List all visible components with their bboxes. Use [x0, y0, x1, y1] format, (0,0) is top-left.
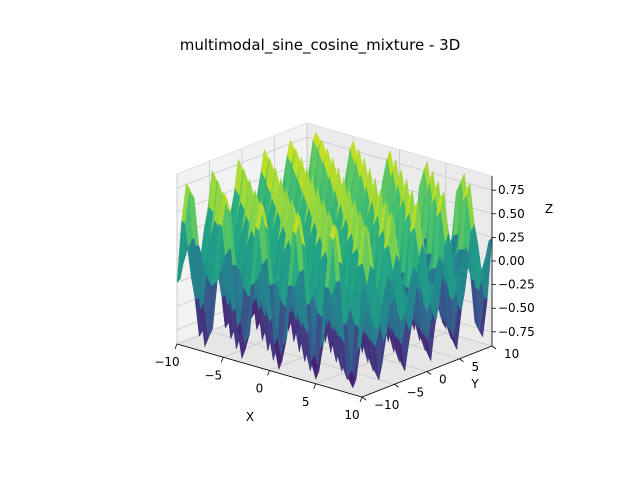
chart-title: multimodal_sine_cosine_mixture - 3D: [180, 36, 461, 55]
y-tick-label: −5: [407, 385, 425, 399]
x-tick-mark: [220, 357, 224, 363]
x-tick-label: −5: [204, 368, 222, 382]
grid-line: [176, 136, 308, 189]
y-tick-label: 5: [472, 360, 480, 374]
y-tick-label: 0: [439, 373, 447, 387]
x-tick-label: −10: [154, 355, 179, 369]
x-tick-mark: [267, 370, 270, 376]
surface-plot: [176, 131, 493, 389]
z-tick-label: −0.25: [498, 278, 535, 292]
z-tick-label: 0.50: [498, 207, 525, 221]
z-axis-label: Z: [545, 202, 553, 216]
x-tick-mark: [174, 343, 178, 350]
y-tick-mark: [394, 383, 399, 388]
x-tick-mark: [313, 383, 317, 389]
x-tick-label: 10: [344, 408, 359, 422]
z-tick-label: −0.50: [498, 301, 535, 315]
z-tick-label: −0.75: [498, 325, 535, 339]
z-tick-label: 0.75: [498, 183, 525, 197]
z-tick-label: 0.25: [498, 230, 525, 244]
tick-labels: −10 −5 0 5 10 −10 −5 0 5 10 −0.75 −0.50 −0.25 0.00 0.2…: [154, 183, 534, 422]
y-tick-label: −10: [374, 398, 399, 412]
x-axis-label: X: [246, 410, 254, 424]
y-tick-mark: [459, 358, 464, 363]
y-axis-label: Y: [470, 377, 479, 391]
x-tick-label: 0: [256, 382, 264, 396]
y-tick-mark: [361, 396, 367, 401]
x-tick-label: 5: [302, 395, 310, 409]
y-tick-mark: [426, 371, 432, 375]
x-tick-mark: [359, 396, 363, 403]
z-tick-label: 0.00: [498, 254, 525, 268]
surface-facet: [357, 288, 366, 351]
y-tick-mark: [491, 345, 497, 350]
y-tick-label: 10: [504, 347, 519, 361]
